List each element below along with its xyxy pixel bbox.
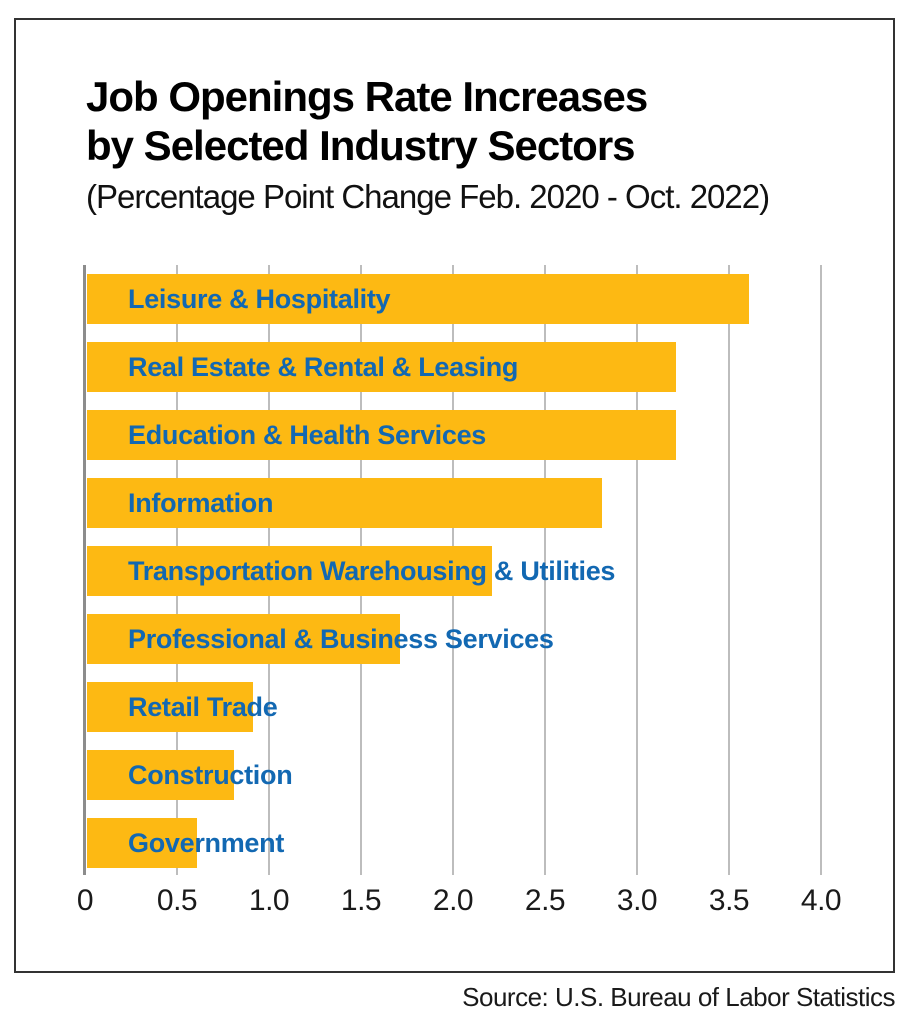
tick-label-2.0: 2.0 xyxy=(432,884,474,917)
bar-construction xyxy=(87,750,235,800)
tick-label-1.0: 1.0 xyxy=(248,884,290,917)
bar-label-construction: Construction xyxy=(128,760,293,790)
tick-label-0.5: 0.5 xyxy=(156,884,198,917)
bar-government xyxy=(87,818,198,868)
bar-label-education-health-services: Education & Health Services xyxy=(128,420,487,450)
tick-label-0: 0 xyxy=(76,884,94,917)
tick-label-1.5: 1.5 xyxy=(340,884,382,917)
bar-label-government: Government xyxy=(128,828,285,858)
bar-label-information: Information xyxy=(128,488,274,518)
bar-retail-trade xyxy=(87,682,253,732)
tick-label-3.0: 3.0 xyxy=(616,884,658,917)
gridline-2.5 xyxy=(544,265,546,875)
gridline-4.0 xyxy=(820,265,822,875)
bar-information xyxy=(87,478,603,528)
bar-education-health-services xyxy=(87,410,676,460)
tick-label-2.5: 2.5 xyxy=(524,884,566,917)
tick-label-4.0: 4.0 xyxy=(800,884,842,917)
bar-label-retail-trade: Retail Trade xyxy=(128,692,278,722)
y-axis-line xyxy=(83,265,86,875)
source-note: Source: U.S. Bureau of Labor Statistics xyxy=(462,982,895,1012)
chart-title-line1: Job Openings Rate Increases xyxy=(86,73,648,120)
chart-subtitle: (Percentage Point Change Feb. 2020 - Oct… xyxy=(86,178,770,215)
bar-leisure-hospitality xyxy=(87,274,750,324)
chart-title-line2: by Selected Industry Sectors xyxy=(86,122,636,169)
tick-label-3.5: 3.5 xyxy=(708,884,750,917)
bar-real-estate-rental-leasing xyxy=(87,342,676,392)
bar-label-professional-business-services: Professional & Business Services xyxy=(128,624,554,654)
bar-label-real-estate-rental-leasing: Real Estate & Rental & Leasing xyxy=(128,352,519,382)
bar-transportation-warehousing-utilities xyxy=(87,546,492,596)
bar-label-leisure-hospitality: Leisure & Hospitality xyxy=(128,284,391,314)
gridline-3.0 xyxy=(636,265,638,875)
gridline-3.5 xyxy=(728,265,730,875)
bar-label-transportation-warehousing-utilities: Transportation Warehousing & Utilities xyxy=(128,556,616,586)
chart-title: Job Openings Rate Increases by Selected I… xyxy=(86,72,648,170)
bar-professional-business-services xyxy=(87,614,400,664)
